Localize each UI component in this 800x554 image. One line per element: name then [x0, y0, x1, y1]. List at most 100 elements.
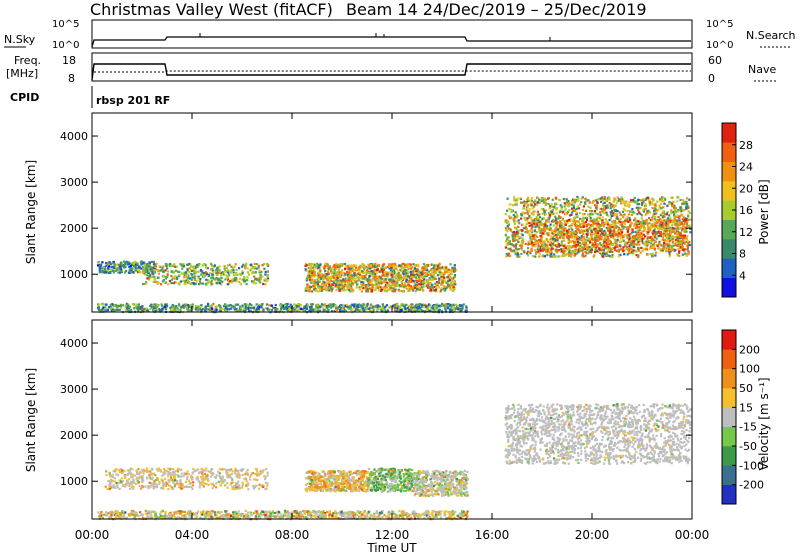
- power-cell: [398, 285, 401, 288]
- power-cell: [243, 277, 246, 280]
- power-cell: [226, 269, 229, 272]
- power-cell: [559, 204, 562, 207]
- power-cell: [409, 309, 413, 312]
- power-cell: [508, 207, 511, 210]
- power-cell: [324, 275, 327, 278]
- power-cell: [394, 285, 397, 288]
- power-cell: [384, 280, 387, 284]
- power-cell: [137, 266, 141, 269]
- power-cell: [681, 245, 684, 248]
- power-cell: [506, 238, 509, 241]
- power-cell: [100, 303, 103, 306]
- power-cell: [204, 309, 207, 312]
- power-cell: [660, 198, 664, 201]
- power-cell: [339, 289, 342, 292]
- power-cell: [570, 250, 573, 253]
- power-cell: [653, 210, 656, 213]
- power-cell: [534, 203, 537, 206]
- power-cell: [644, 235, 647, 238]
- power-cell: [640, 230, 643, 233]
- power-cell: [281, 306, 284, 309]
- power-cell: [333, 310, 336, 313]
- power-cell: [378, 282, 381, 285]
- power-cell: [512, 230, 516, 234]
- power-cell: [451, 280, 454, 283]
- power-cell: [398, 284, 401, 287]
- power-cell: [531, 207, 534, 210]
- power-cell: [226, 283, 229, 286]
- power-cell: [655, 237, 658, 240]
- power-cell: [622, 227, 625, 230]
- power-cell: [527, 196, 530, 199]
- power-cell: [615, 217, 618, 220]
- power-cell: [243, 307, 246, 311]
- power-cell: [370, 270, 373, 273]
- power-cell: [347, 307, 351, 310]
- power-cell: [585, 209, 588, 212]
- power-cell: [372, 278, 375, 281]
- power-cell: [552, 224, 555, 227]
- power-cell: [310, 281, 313, 284]
- power-cell: [374, 262, 377, 265]
- power-cell: [395, 274, 399, 278]
- power-cell: [517, 240, 520, 243]
- power-cell: [362, 281, 365, 284]
- power-cell: [119, 304, 123, 307]
- power-cell: [516, 232, 519, 235]
- power-cell: [581, 252, 584, 255]
- power-cell: [610, 210, 614, 213]
- power-cell: [409, 275, 412, 279]
- power-cell: [407, 282, 410, 285]
- power-cell: [542, 198, 545, 201]
- power-cell: [366, 288, 369, 291]
- power-cell: [384, 271, 387, 274]
- power-cell: [323, 286, 326, 289]
- power-cell: [530, 202, 533, 205]
- power-cell: [584, 251, 587, 254]
- power-cell: [371, 288, 374, 291]
- power-cell: [513, 222, 516, 225]
- power-cell: [330, 270, 333, 273]
- power-cell: [641, 203, 644, 206]
- power-cell: [139, 266, 142, 269]
- power-cell: [559, 224, 562, 227]
- power-cell: [601, 199, 604, 202]
- power-cell: [618, 198, 621, 201]
- power-cell: [530, 218, 533, 221]
- power-cell: [539, 201, 542, 204]
- power-cell: [340, 282, 344, 285]
- power-cell: [530, 212, 533, 215]
- power-cell: [420, 284, 423, 287]
- power-cell: [520, 214, 523, 217]
- power-cell: [202, 276, 206, 279]
- power-cell: [281, 305, 284, 308]
- power-cell: [545, 202, 548, 205]
- power-cell: [590, 237, 593, 240]
- power-cell: [395, 272, 398, 275]
- power-cell: [134, 267, 137, 270]
- power-cell: [114, 269, 117, 272]
- power-cell: [156, 269, 159, 272]
- power-cell: [559, 211, 562, 214]
- power-cell: [515, 228, 518, 231]
- power-cell: [378, 305, 381, 308]
- power-cell: [653, 218, 656, 221]
- power-cell: [604, 234, 607, 237]
- power-cell: [666, 240, 669, 243]
- power-cell: [568, 214, 572, 217]
- power-cell: [255, 267, 259, 270]
- power-cell: [285, 307, 289, 310]
- power-cell: [646, 233, 649, 236]
- power-cell: [184, 305, 187, 308]
- power-cell: [626, 216, 629, 219]
- power-cell: [241, 265, 244, 268]
- power-cell: [449, 288, 452, 291]
- power-cell: [619, 237, 622, 240]
- power-cell: [562, 227, 565, 230]
- power-cell: [511, 231, 514, 234]
- power-cell: [403, 264, 407, 267]
- power-cell: [397, 271, 400, 275]
- power-cell: [597, 233, 600, 236]
- power-cell: [399, 268, 402, 272]
- power-cell: [444, 288, 447, 291]
